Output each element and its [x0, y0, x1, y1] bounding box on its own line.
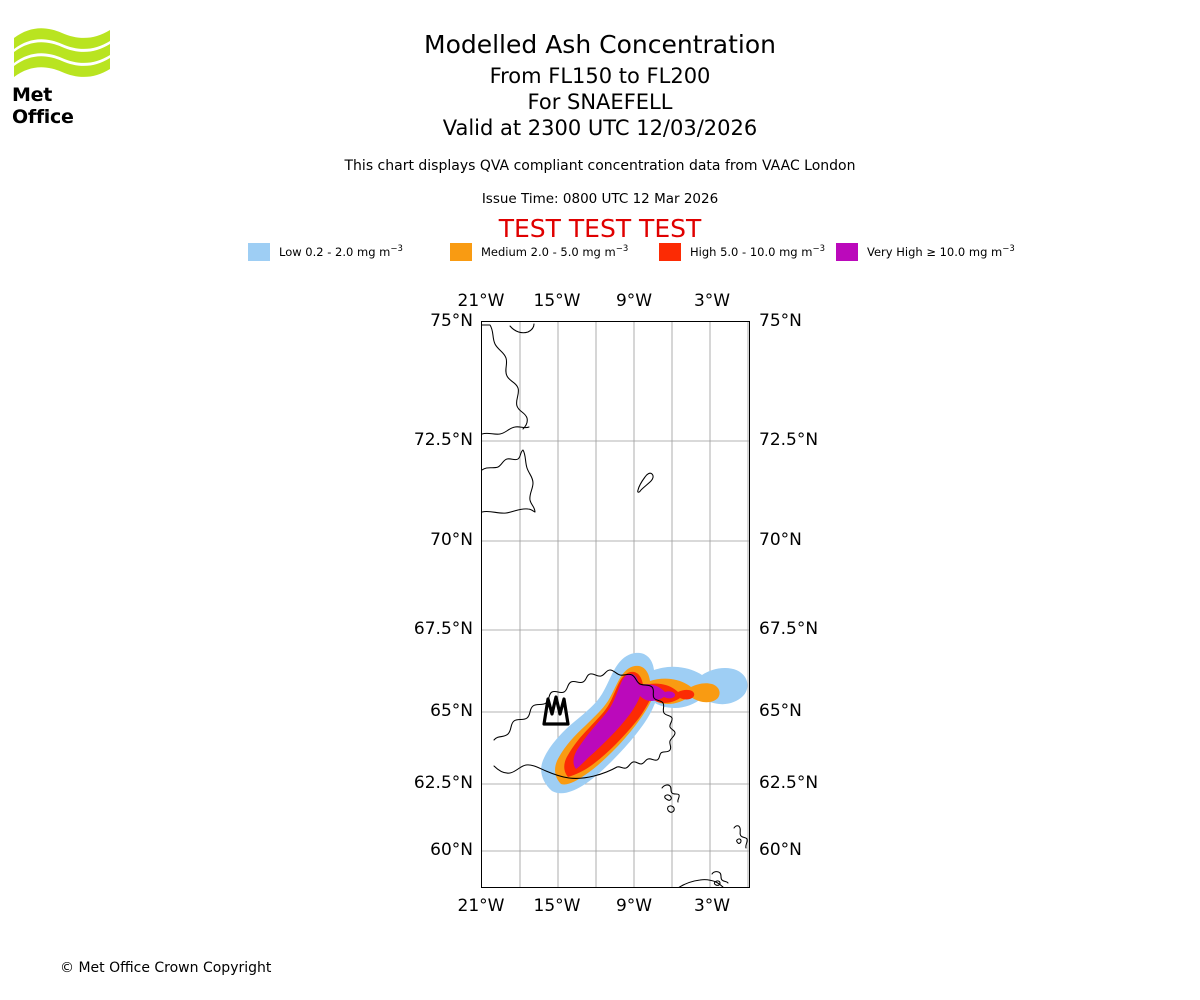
lon-label-bottom-15w: 15°W — [533, 896, 581, 916]
lon-label-top-3w: 3°W — [693, 291, 731, 311]
lat-label-left-67-5n: 67.5°N — [413, 619, 473, 639]
legend-swatch-high — [659, 243, 681, 261]
lon-label-bottom-9w: 9°W — [615, 896, 653, 916]
volcano-line: For SNAEFELL — [527, 90, 673, 114]
lat-label-left-60n: 60°N — [430, 840, 473, 860]
lon-label-bottom-21w: 21°W — [457, 896, 505, 916]
lat-label-right-62-5n: 62.5°N — [759, 773, 819, 793]
lon-label-bottom-3w: 3°W — [693, 896, 731, 916]
legend-label-medium: Medium 2.0 - 5.0 mg m−3 — [481, 244, 629, 259]
coastline-greenland — [482, 324, 536, 514]
lat-label-left-72-5n: 72.5°N — [413, 430, 473, 450]
concentration-legend: Low 0.2 - 2.0 mg m−3 Medium 2.0 - 5.0 mg… — [248, 242, 1015, 262]
coastline-shetland — [733, 825, 748, 849]
coastline-scotland — [678, 879, 724, 887]
lat-label-right-60n: 60°N — [759, 840, 802, 860]
page-title: Modelled Ash Concentration — [424, 30, 776, 59]
lat-label-left-65n: 65°N — [430, 701, 473, 721]
lat-label-right-67-5n: 67.5°N — [759, 619, 819, 639]
copyright-notice: © Met Office Crown Copyright — [60, 960, 272, 976]
legend-item-low: Low 0.2 - 2.0 mg m−3 — [248, 242, 403, 262]
legend-item-very-high: Very High ≥ 10.0 mg m−3 — [836, 242, 1015, 262]
met-office-wave-mark — [14, 28, 110, 77]
coastline-jan-mayen — [637, 472, 654, 493]
valid-time-line: Valid at 2300 UTC 12/03/2026 — [442, 116, 758, 140]
legend-swatch-low — [248, 243, 270, 261]
legend-label-low: Low 0.2 - 2.0 mg m−3 — [279, 244, 403, 259]
legend-label-very-high: Very High ≥ 10.0 mg m−3 — [867, 244, 1015, 259]
volcano-symbol — [542, 695, 570, 726]
map-gridlines — [482, 322, 749, 887]
issue-time: Issue Time: 0800 UTC 12 Mar 2026 — [481, 191, 719, 207]
legend-item-medium: Medium 2.0 - 5.0 mg m−3 — [450, 242, 628, 262]
lat-label-right-65n: 65°N — [759, 701, 802, 721]
ash-concentration-map: 21°W 15°W 9°W 3°W 21°W 15°W 9°W 3°W 75°N… — [414, 291, 818, 916]
map-frame — [481, 321, 750, 888]
met-office-wordmark: Met Office — [12, 84, 74, 128]
lat-label-right-72-5n: 72.5°N — [759, 430, 819, 450]
legend-item-high: High 5.0 - 10.0 mg m−3 — [659, 242, 825, 262]
lat-label-right-75n: 75°N — [759, 311, 802, 331]
test-banner: TEST TEST TEST — [498, 214, 702, 243]
met-office-logo: Met Office — [12, 24, 112, 128]
qva-note: This chart displays QVA compliant concen… — [344, 158, 856, 174]
lat-label-left-62-5n: 62.5°N — [413, 773, 473, 793]
legend-label-high: High 5.0 - 10.0 mg m−3 — [690, 244, 825, 259]
lon-label-top-15w: 15°W — [533, 291, 581, 311]
ash-plume-layers — [541, 652, 748, 794]
lon-label-top-21w: 21°W — [457, 291, 505, 311]
lat-label-left-70n: 70°N — [430, 530, 473, 550]
lat-label-left-75n: 75°N — [430, 311, 473, 331]
map-canvas — [482, 322, 749, 887]
lat-label-right-70n: 70°N — [759, 530, 802, 550]
coastline-orkney — [711, 871, 729, 886]
flight-level-line: From FL150 to FL200 — [489, 64, 711, 88]
map-coastlines — [482, 323, 748, 887]
coastline-faroe-islands — [661, 784, 680, 813]
legend-swatch-medium — [450, 243, 472, 261]
lon-label-top-9w: 9°W — [615, 291, 653, 311]
coastline-greenland-arc — [509, 323, 535, 334]
legend-swatch-very-high — [836, 243, 858, 261]
ash-band-very-high — [573, 673, 676, 769]
